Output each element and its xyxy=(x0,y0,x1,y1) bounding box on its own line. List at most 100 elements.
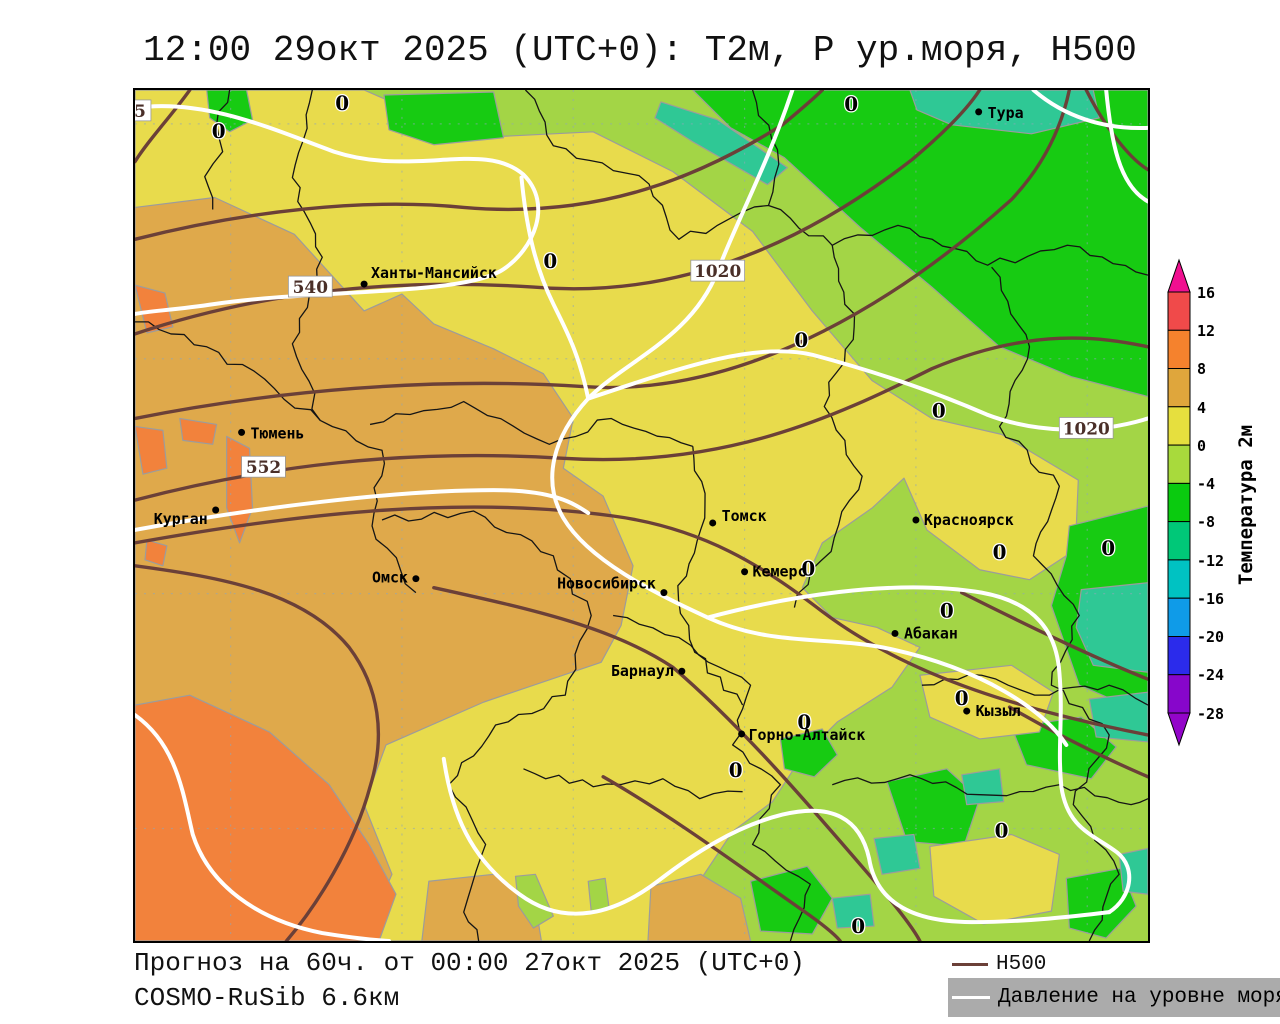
pressure-contour-line xyxy=(135,104,541,316)
admin-border-line xyxy=(135,321,321,421)
colorbar-tick: -16 xyxy=(1197,590,1224,608)
city-dot xyxy=(738,730,746,738)
colorbar-title: Температура 2м xyxy=(1235,425,1257,585)
city-label: Курган xyxy=(154,510,208,528)
colorbar-tick: 4 xyxy=(1197,399,1206,417)
region-temp-8-12-patch xyxy=(135,425,168,475)
region-teal-patch xyxy=(909,90,1100,135)
pressure-contour-line xyxy=(1104,90,1148,204)
h500-contour-line xyxy=(1084,90,1148,172)
svg-text:0: 0 xyxy=(335,91,349,115)
pressure-contours xyxy=(135,90,1148,941)
region-borders xyxy=(135,90,1148,941)
colorbar-segment xyxy=(1167,406,1191,446)
colorbar-segment xyxy=(1167,444,1191,484)
city-label: Тюмень xyxy=(251,424,305,442)
colorbar-segment xyxy=(1167,674,1191,714)
colorbar-tick: 12 xyxy=(1197,322,1215,340)
admin-border-line xyxy=(677,446,744,706)
pressure-label-1020: 1020 xyxy=(690,259,745,282)
svg-text:0: 0 xyxy=(995,818,1009,842)
admin-border-line xyxy=(204,90,231,210)
colorbar-segment xyxy=(1167,636,1191,676)
region-temp-8-12-patch xyxy=(179,417,218,445)
svg-text:0: 0 xyxy=(955,686,969,710)
h500-contour-line xyxy=(960,590,1148,681)
colorbar-tick: -8 xyxy=(1197,513,1215,531)
admin-border-line xyxy=(832,774,1148,806)
colorbar-segment xyxy=(1167,597,1191,638)
city-dot xyxy=(412,575,420,583)
colorbar-tick: -12 xyxy=(1197,552,1224,570)
colorbar-tick: -20 xyxy=(1197,628,1224,646)
city-dot xyxy=(912,516,920,524)
region-green-patch xyxy=(383,91,505,146)
svg-text:0: 0 xyxy=(797,710,811,734)
city-tura: Тура xyxy=(975,104,1024,122)
region-green-patch xyxy=(1065,867,1137,939)
colorbar-tick: -4 xyxy=(1197,475,1215,493)
legend-h500-label: H500 xyxy=(996,953,1047,976)
region-yellow-patch xyxy=(929,833,1060,925)
admin-border-line xyxy=(381,510,592,941)
region-green-patch xyxy=(779,728,838,778)
admin-border-line xyxy=(369,400,693,447)
city-kyzyl: Кызыл xyxy=(963,702,1021,720)
region-temp-8-12-patch xyxy=(135,284,174,334)
city-omsk: Омск xyxy=(372,569,420,587)
city-dot xyxy=(660,589,668,597)
colorbar-segment xyxy=(1167,521,1191,561)
city-dot xyxy=(963,707,971,715)
region-teal-patch xyxy=(831,893,875,929)
svg-text:5: 5 xyxy=(135,101,146,121)
h500-label-552: 552 xyxy=(241,455,286,478)
city-label: Горно-Алтайск xyxy=(749,726,866,744)
svg-text:0: 0 xyxy=(801,557,815,581)
city-dot xyxy=(360,280,368,288)
h500-label-536: 5 xyxy=(135,99,152,122)
pressure-contour-line xyxy=(705,585,1132,915)
colorbar-segment xyxy=(1167,368,1191,408)
admin-border-line xyxy=(613,614,811,941)
model-info: COSMO-RuSib 6.6км xyxy=(134,983,400,1013)
city-label: Ханты-Мансийск xyxy=(371,264,497,282)
region-temp-minus4-minus8 xyxy=(692,90,1148,398)
city-label: Красноярск xyxy=(924,511,1014,529)
city-label: Омск xyxy=(372,569,408,587)
forecast-info: Прогноз на 60ч. от 00:00 27окт 2025 (UTC… xyxy=(134,948,805,978)
pressure-contour-line xyxy=(135,488,591,532)
city-krasnoyarsk: Красноярск xyxy=(912,511,1014,529)
region-temp-4-8-strip xyxy=(647,873,752,941)
city-dot xyxy=(238,428,246,436)
page-title: 12:00 29окт 2025 (UTC+0): Т2м, P ур.моря… xyxy=(143,30,1137,71)
city-markers: Тура Ханты-Мансийск Тюмень Курган Омск xyxy=(154,104,1024,744)
city-barnaul: Барнаул xyxy=(611,662,686,680)
region-teal-patch xyxy=(873,833,921,875)
admin-border-line xyxy=(524,90,1148,276)
svg-text:540: 540 xyxy=(293,277,328,297)
colorbar-arrow-bottom xyxy=(1167,712,1191,747)
svg-text:0: 0 xyxy=(794,328,808,352)
city-dot xyxy=(212,506,220,514)
colorbar-segment xyxy=(1167,482,1191,523)
city-kemerovo: Кемерс xyxy=(741,563,806,581)
svg-text:0: 0 xyxy=(932,398,946,422)
colorbar-segment xyxy=(1167,291,1191,331)
svg-text:0: 0 xyxy=(212,119,226,143)
city-tomsk: Томск xyxy=(709,507,767,527)
city-dot xyxy=(678,667,686,675)
svg-text:0: 0 xyxy=(851,914,865,938)
admin-border-line xyxy=(921,673,1148,706)
h500-contour-line xyxy=(135,564,380,941)
svg-text:1020: 1020 xyxy=(694,261,741,281)
city-label: Новосибирск xyxy=(557,575,656,593)
weather-map: 5 540 552 1020 1020 xyxy=(133,88,1150,943)
city-dot xyxy=(709,519,717,527)
zero-isotherm-labels: 0 0 0 0 0 0 0 0 0 0 0 0 0 0 0 xyxy=(210,90,1116,939)
temperature-colorbar: 16 12 8 4 0 -4 -8 -12 -16 -20 -24 -28 Те… xyxy=(1167,258,1257,747)
colorbar-arrow-top xyxy=(1167,258,1191,293)
city-label: Тура xyxy=(988,104,1024,122)
svg-text:0: 0 xyxy=(993,540,1007,564)
svg-text:0: 0 xyxy=(543,249,557,273)
h500-label-540: 540 xyxy=(287,275,333,298)
